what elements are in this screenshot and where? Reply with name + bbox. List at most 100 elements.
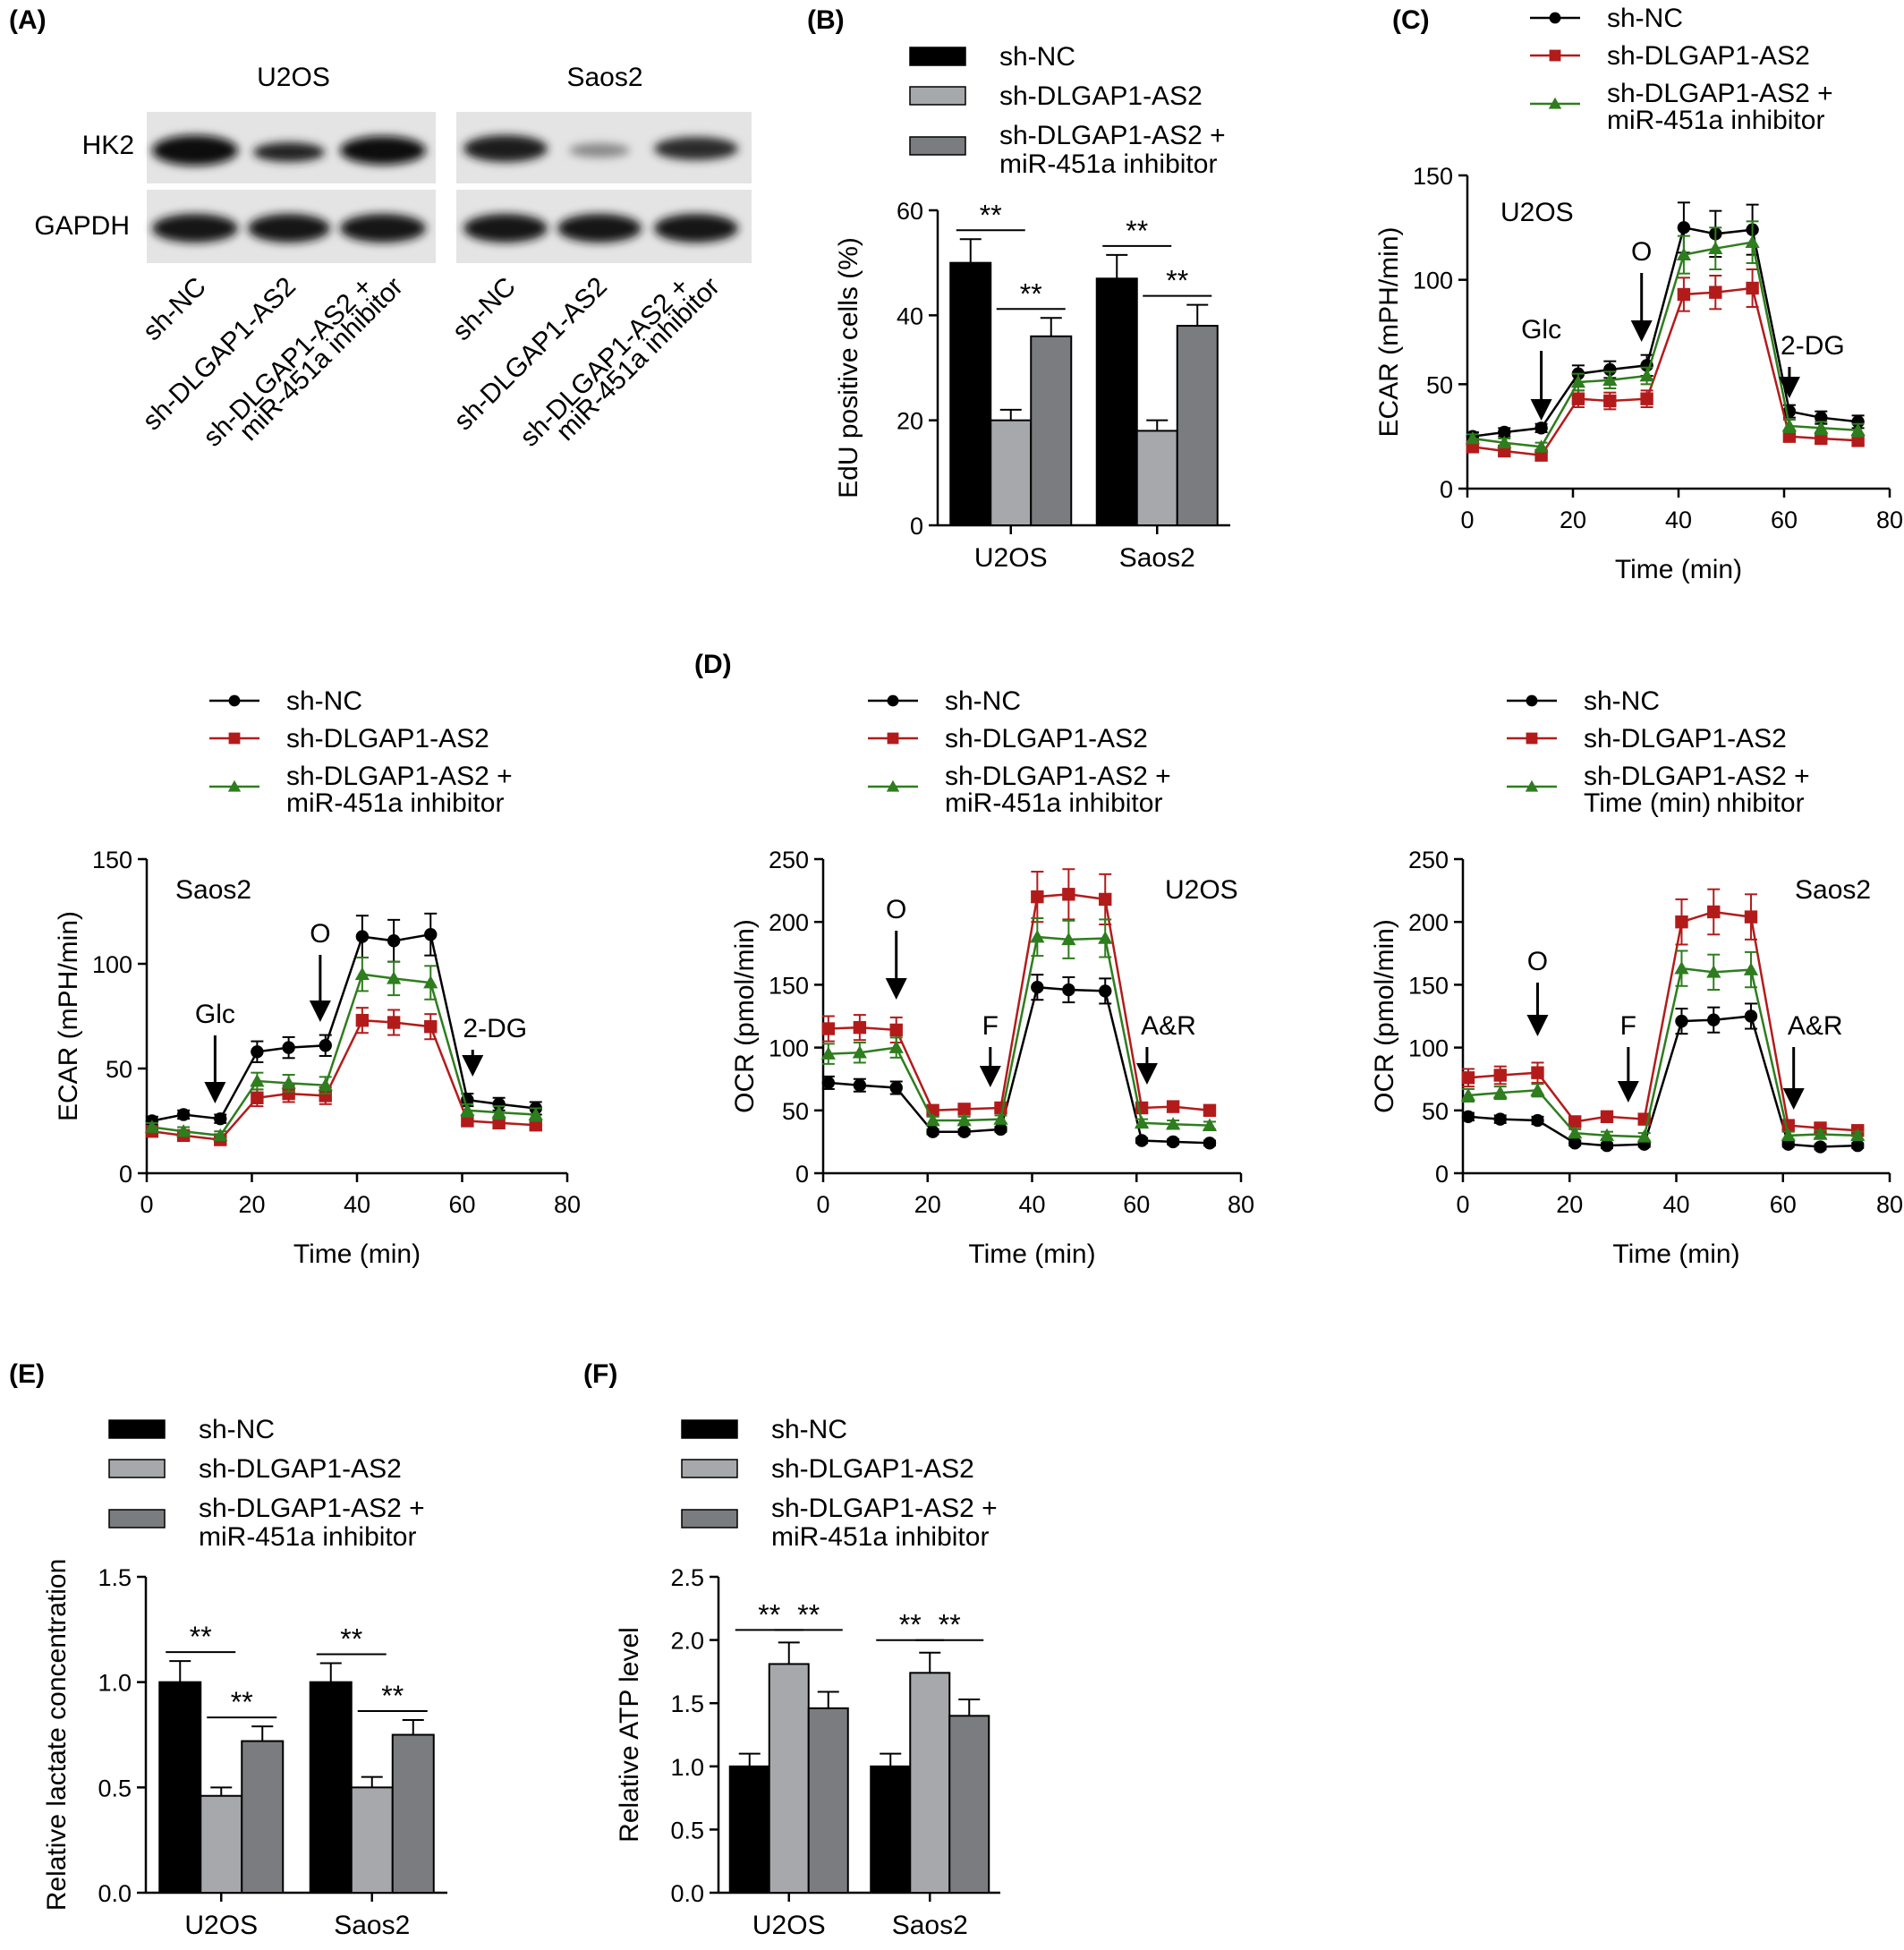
chart-f-sig-label: ** (758, 1598, 780, 1631)
chart-c-y-tick-label: 50 (1426, 371, 1453, 398)
chart-ecar_saos2-marker-twodg: 2-DG (463, 1014, 527, 1043)
chart-c-point (1603, 362, 1617, 377)
chart-d_saos2-point (1814, 1140, 1827, 1154)
chart-ecar_saos2-point (319, 1039, 332, 1052)
chart-d_u2os-y-axis-title: OCR (pmol/min) (730, 919, 760, 1113)
chart-f-sig-label: ** (899, 1609, 922, 1641)
chart-b-legend-label-3: miR-451a inhibitor (999, 149, 1217, 179)
chart-ecar_saos2-point (251, 1091, 264, 1104)
chart-ecar_saos2-point (528, 1107, 543, 1120)
chart-ecar_saos2-legend-label-2: sh-DLGAP1-AS2 + (286, 762, 513, 791)
chart-d_saos2-point (1568, 1125, 1583, 1139)
chart-c-arrow-oligo-head (1630, 320, 1653, 342)
chart-c-point (1640, 392, 1653, 405)
band-saos2-gapdh-kd (557, 214, 642, 243)
band-saos2-hk2-rescue (654, 137, 738, 160)
chart-e-y-tick-label: 0.5 (98, 1775, 132, 1801)
chart-ecar_saos2-point (144, 1120, 159, 1133)
chart-c-marker-glc: Glc (1521, 315, 1561, 345)
chart-c-x-tick-label: 40 (1665, 507, 1692, 533)
chart-d_saos2-point (1461, 1110, 1475, 1124)
chart-d_u2os-legend-marker-2 (886, 779, 900, 792)
chart-ecar-u2os: sh-NC sh-DLGAP1-AS2 sh-DLGAP1-AS2 +miR-451… (1374, 4, 1903, 584)
chart-d_u2os-point (926, 1125, 939, 1138)
chart-d_u2os-point (1099, 984, 1112, 998)
chart-c-y-tick-label: 100 (1413, 268, 1453, 294)
chart-d_saos2-point (1675, 915, 1688, 929)
chart-ecar_saos2-x-axis-title: Time (min) (293, 1239, 421, 1269)
chart-e-legend-label-0: sh-NC (199, 1415, 275, 1444)
chart-d_u2os-point (1166, 1100, 1180, 1113)
chart-c-point (1602, 372, 1618, 386)
chart-c-point (1709, 285, 1722, 299)
chart-ecar_saos2-point (354, 966, 370, 980)
band-u2os-hk2-nc (152, 135, 238, 166)
chart-e-legend-swatch-0 (108, 1419, 166, 1439)
chart-relative-lactate: sh-NC sh-DLGAP1-AS2 sh-DLGAP1-AS2 +miR-451… (42, 1415, 447, 1940)
chart-d_u2os-point (1134, 1115, 1150, 1129)
chart-ocr-u2os: sh-NC sh-DLGAP1-AS2 sh-DLGAP1-AS2 +miR-451… (730, 686, 1254, 1269)
chart-d_u2os-y-tick-label: 150 (769, 972, 809, 999)
chart-e-y-tick-label: 0.0 (98, 1880, 132, 1907)
chart-ecar_saos2-point (492, 1116, 506, 1130)
chart-d_saos2-y-tick-label: 0 (1435, 1161, 1449, 1188)
chart-d_saos2-point (1674, 961, 1689, 975)
chart-d_saos2-point (1781, 1128, 1796, 1142)
chart-c-marker-twodg: 2-DG (1781, 331, 1845, 361)
chart-c-point (1708, 241, 1723, 254)
chart-b-bar (1135, 430, 1178, 526)
chart-ecar_saos2-point (282, 1041, 295, 1054)
chart-ecar_saos2-point (319, 1089, 332, 1103)
chart-c-point (1851, 434, 1865, 447)
chart-f-legend-swatch-2 (681, 1509, 738, 1528)
chart-ecar_saos2-x-tick-label: 80 (554, 1191, 581, 1218)
chart-c-marker-oligo: O (1631, 237, 1652, 267)
chart-e-legend-label-1: sh-DLGAP1-AS2 (199, 1454, 402, 1484)
chart-b-bar (990, 419, 1033, 526)
chart-ecar_saos2-point (461, 1114, 474, 1128)
chart-c-point (1781, 418, 1797, 432)
chart-c-x-tick-label: 80 (1876, 507, 1903, 533)
chart-b-bar (1095, 277, 1138, 526)
chart-d_saos2-y-tick-label: 250 (1408, 847, 1449, 873)
chart-d_u2os-point (1203, 1103, 1217, 1117)
chart-c-point (1639, 368, 1654, 382)
chart-d_saos2-point (1460, 1087, 1476, 1102)
chart-d_saos2-point (1492, 1086, 1508, 1099)
chart-d_saos2-x-tick-label: 0 (1456, 1191, 1469, 1218)
chart-c-legend-label-3: miR-451a inhibitor (1607, 106, 1824, 135)
chart-e-sig-label: ** (231, 1686, 253, 1718)
chart-d_u2os-x-tick-label: 0 (816, 1191, 829, 1218)
chart-b-y-tick-label: 60 (897, 198, 923, 225)
chart-d_u2os-y-tick-label: 200 (769, 909, 809, 936)
chart-d_saos2-arrow-fccp-head (1617, 1081, 1639, 1103)
chart-d_saos2-point (1600, 1138, 1614, 1153)
chart-d_u2os-point (925, 1112, 940, 1127)
chart-e-category-label: U2OS (184, 1911, 258, 1940)
chart-d_u2os-point (853, 1020, 867, 1035)
chart-d_u2os-legend-label-3: miR-451a inhibitor (945, 788, 1162, 818)
chart-e-sig-label: ** (381, 1680, 404, 1712)
chart-b-legend-swatch-1 (909, 86, 966, 106)
chart-e-bar (200, 1794, 243, 1895)
chart-b-legend-label-0: sh-NC (999, 42, 1075, 72)
chart-f-legend-label-2: sh-DLGAP1-AS2 + (771, 1494, 998, 1523)
chart-ecar_saos2-point (423, 975, 438, 989)
chart-ecar_saos2-point (529, 1118, 542, 1132)
chart-c-point (1676, 247, 1691, 260)
chart-c-point (1850, 422, 1866, 436)
chart-e-legend-label-3: miR-451a inhibitor (199, 1522, 416, 1552)
band-saos2-gapdh-rescue (654, 214, 738, 243)
chart-c-point (1465, 430, 1480, 445)
chart-ecar_saos2-legend-marker-0 (228, 694, 241, 707)
chart-d_saos2-legend-marker-2 (1525, 779, 1539, 792)
chart-d_u2os-point (1202, 1118, 1218, 1131)
panel-label-e: (E) (9, 1359, 45, 1389)
chart-d_u2os-point (1135, 1134, 1149, 1147)
chart-c-y-axis-title: ECAR (mPH/min) (1374, 226, 1404, 437)
panel-label-a: (A) (9, 5, 47, 35)
chart-d_u2os-y-tick-label: 0 (795, 1161, 809, 1188)
chart-d_saos2-y-tick-label: 100 (1408, 1035, 1449, 1062)
chart-ecar_saos2-legend-marker-1 (228, 732, 241, 745)
panel-label-c: (C) (1392, 5, 1430, 35)
